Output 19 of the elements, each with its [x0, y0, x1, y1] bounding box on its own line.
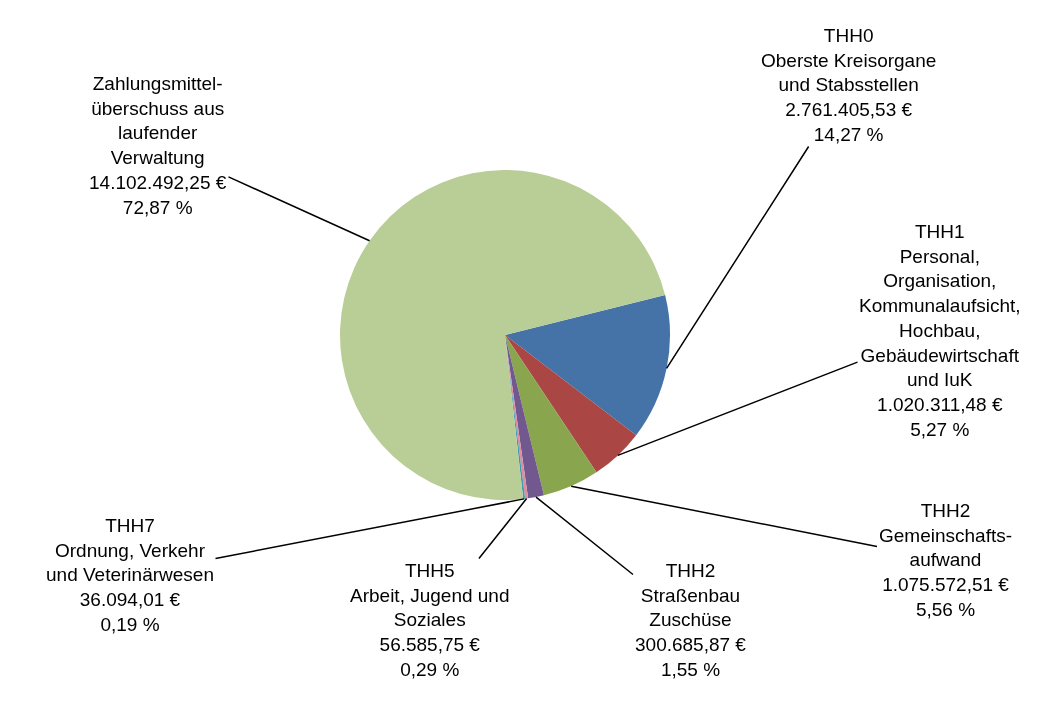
- slice-label: THH7 Ordnung, Verkehr und Veterinärwesen: [46, 515, 214, 586]
- slice-label: THH2 Straßenbau Zuschüse: [640, 560, 741, 631]
- slice-label: THH0 Oberste Kreisorgane und Stabsstellen: [761, 25, 937, 96]
- data-label: 2.761.405,53 € 14,27 %: [785, 99, 913, 145]
- data-label: 1.020.311,48 € 5,27 %: [877, 393, 1003, 440]
- data-label: 36.094,01 € 0,19 %: [79, 589, 181, 635]
- slice-label: THH2 Gemeinschafts- aufwand: [879, 500, 1013, 571]
- slice-label: THH5 Arbeit, Jugend und Soziales: [350, 560, 510, 631]
- data-label: 56.585,75 € 0,29 %: [379, 634, 481, 680]
- pie-slice: [505, 335, 637, 473]
- pie-slice: [505, 295, 670, 436]
- data-label: 14.102.492,25 € 72,87 %: [89, 171, 227, 218]
- data-label: 1.075.572,51 € 5,56 %: [882, 574, 1010, 620]
- slice-label: Zahlungsmittel- überschuss aus laufender Verwaltung: [91, 73, 225, 169]
- pie-slice: [505, 335, 544, 499]
- slice-label: THH1 Personal, Organisation, Kommunalaufsicht, Hochbau, Gebäudewirtschaft und IuK: [859, 221, 1021, 391]
- pie-slice: [340, 170, 666, 500]
- data-label: 300.685,87 € 1,55 %: [635, 634, 747, 680]
- pie-slice: [505, 335, 597, 496]
